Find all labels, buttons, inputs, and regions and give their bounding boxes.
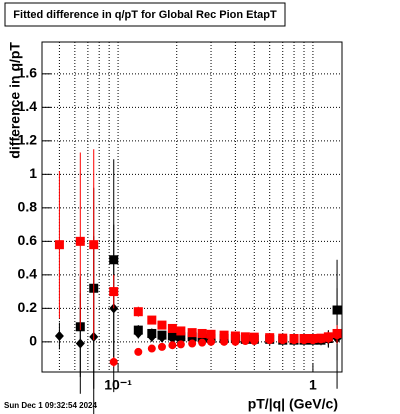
marker (168, 341, 177, 350)
y-tick-label: 0.6 (18, 232, 38, 248)
y-tick-label: 0 (29, 333, 37, 349)
marker (188, 339, 197, 348)
marker (157, 332, 167, 343)
marker (147, 315, 157, 325)
y-tick-label: 0.8 (18, 199, 38, 215)
marker (54, 240, 64, 250)
marker (109, 287, 119, 297)
marker (290, 336, 299, 345)
marker (230, 331, 240, 341)
marker (241, 337, 250, 346)
marker (75, 338, 85, 349)
timestamp: Sun Dec 1 09:32:54 2024 (4, 401, 97, 410)
marker (198, 338, 207, 347)
marker (147, 331, 157, 342)
marker (167, 333, 177, 344)
marker (133, 328, 143, 339)
marker (75, 236, 85, 246)
marker (89, 240, 99, 250)
x-axis-title: pT/|q| (GeV/c) (248, 396, 338, 412)
y-axis-title: difference in q/pT (7, 42, 23, 159)
y-tick-label: 1.2 (18, 132, 38, 148)
x-tick-label: 10⁻¹ (104, 377, 132, 393)
marker (333, 331, 342, 340)
marker (197, 328, 207, 338)
y-tick-label: 1.6 (18, 65, 38, 81)
marker (278, 336, 287, 345)
marker (250, 337, 259, 346)
y-tick-label: 1 (29, 165, 37, 181)
marker (54, 330, 64, 341)
marker (176, 340, 185, 349)
marker (220, 337, 229, 346)
marker (176, 326, 186, 336)
y-tick-label: 1.4 (18, 98, 38, 114)
marker (219, 330, 229, 340)
marker (231, 337, 240, 346)
marker (324, 334, 333, 343)
chart-title: Fitted difference in q/pT for Global Rec… (13, 9, 277, 21)
plot-border (41, 41, 343, 373)
marker (134, 347, 143, 356)
marker (300, 336, 309, 345)
y-tick-label: 0.4 (18, 266, 38, 282)
plot-frame (42, 42, 342, 372)
title-box (4, 2, 286, 27)
marker (157, 342, 166, 351)
marker (187, 328, 197, 338)
marker (147, 344, 156, 353)
y-tick-label: 0.2 (18, 299, 38, 315)
marker (316, 335, 325, 344)
x-tick-label: 1 (309, 377, 317, 393)
marker (176, 333, 186, 344)
marker (265, 336, 274, 345)
marker (207, 337, 216, 346)
marker (167, 323, 177, 333)
marker (308, 336, 317, 345)
marker (157, 320, 167, 330)
marker (240, 332, 250, 342)
marker (109, 357, 118, 366)
marker (206, 329, 216, 339)
marker (133, 307, 143, 317)
